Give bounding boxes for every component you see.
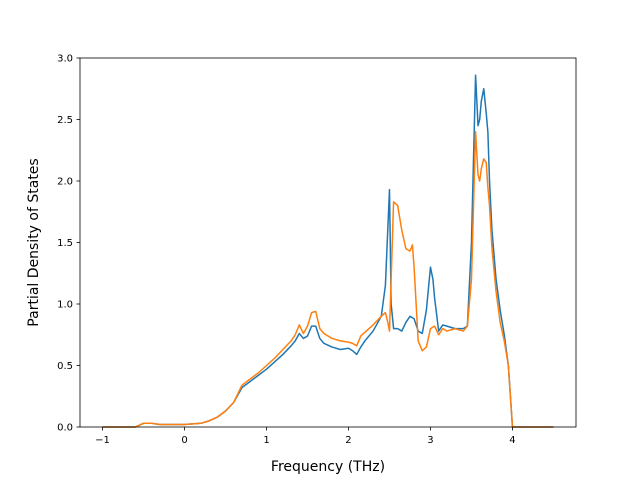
x-axis-label: Frequency (THz) (271, 459, 385, 475)
y-tick-label: 0.0 (57, 423, 73, 434)
x-tick-label: 2 (345, 435, 351, 446)
y-axis-ticks: 0.0 0.5 1.0 1.5 2.0 2.5 3.0 (57, 54, 80, 434)
x-tick-label: 0 (181, 435, 187, 446)
y-tick-label: 1.5 (57, 238, 73, 249)
y-tick-label: 2.0 (57, 177, 73, 188)
y-axis-label: Partial Density of States (26, 158, 42, 326)
x-tick-label: −1 (95, 435, 110, 446)
y-tick-label: 2.5 (57, 115, 73, 126)
y-tick-label: 1.0 (57, 300, 73, 311)
series-line-2 (102, 131, 554, 428)
x-axis-ticks: −1 0 1 2 3 4 (95, 427, 516, 446)
y-tick-label: 0.5 (57, 361, 73, 372)
series-line-1 (102, 74, 554, 428)
series-layer (102, 74, 554, 428)
y-tick-label: 3.0 (57, 54, 73, 65)
x-tick-label: 3 (427, 435, 433, 446)
plot-frame (79, 57, 577, 428)
x-tick-label: 1 (263, 435, 269, 446)
x-tick-label: 4 (509, 435, 515, 446)
